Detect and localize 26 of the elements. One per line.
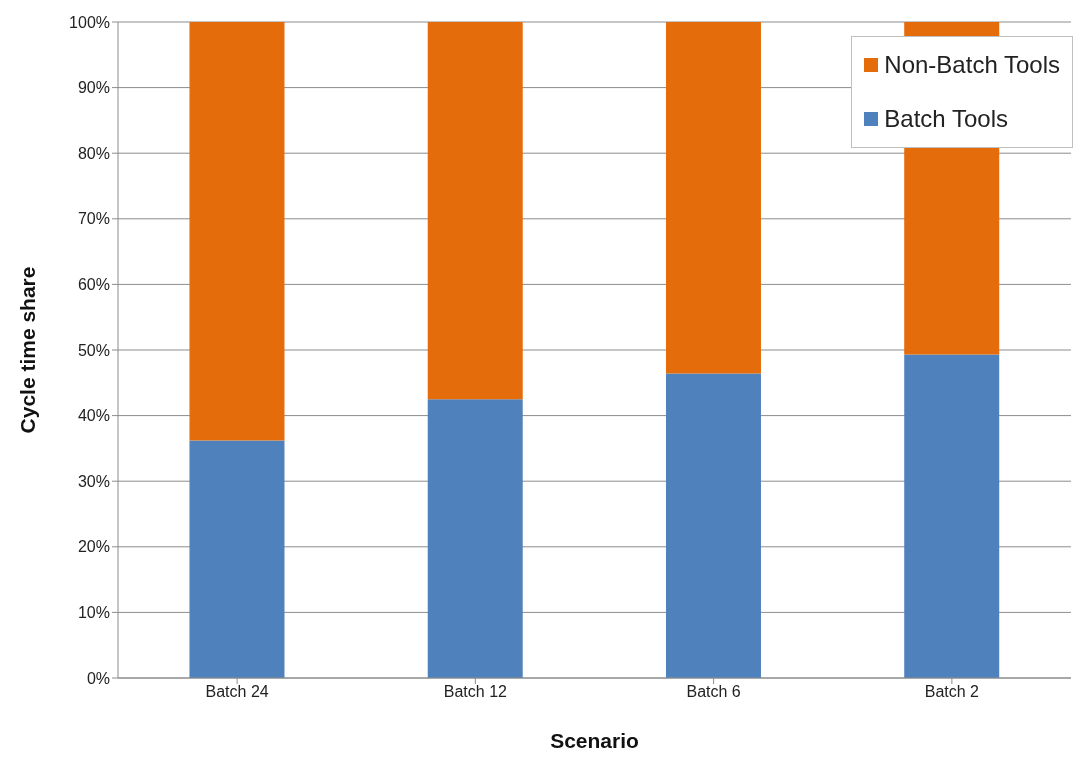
y-tick-label: 70%	[77, 210, 110, 228]
x-tick-label: Batch 6	[686, 683, 741, 701]
x-axis-title: Scenario	[550, 729, 639, 752]
y-tick-label: 40%	[77, 407, 110, 425]
bar	[189, 440, 285, 678]
y-tick-label: 60%	[77, 276, 110, 294]
bar	[665, 373, 761, 678]
y-tick-label: 10%	[77, 604, 110, 622]
y-tick-label: 50%	[77, 341, 110, 359]
y-tick-label: 20%	[77, 538, 110, 556]
legend-label: Non-Batch Tools	[884, 51, 1060, 79]
bar	[904, 354, 1000, 678]
legend-label: Batch Tools	[884, 105, 1008, 133]
bar	[665, 22, 761, 374]
bar	[427, 22, 523, 400]
x-tick-label: Batch 12	[443, 683, 508, 701]
y-tick-label: 80%	[77, 144, 110, 162]
y-axis-title: Cycle time share	[16, 266, 40, 434]
y-tick-label: 30%	[77, 472, 110, 490]
y-tick-label: 90%	[77, 79, 110, 97]
y-tick-label: 100%	[69, 13, 110, 31]
x-tick-label: Batch 2	[924, 683, 980, 701]
bar	[427, 399, 523, 678]
bar	[189, 22, 285, 441]
x-tick-label: Batch 24	[205, 683, 269, 701]
y-tick-label: 0%	[86, 669, 110, 687]
